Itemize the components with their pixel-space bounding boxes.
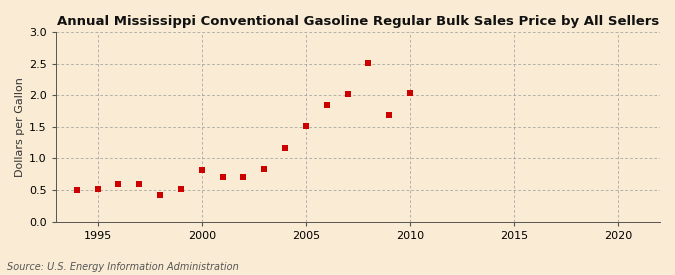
Text: Source: U.S. Energy Information Administration: Source: U.S. Energy Information Administ…: [7, 262, 238, 272]
Point: [134, 182, 144, 186]
Y-axis label: Dollars per Gallon: Dollars per Gallon: [15, 77, 25, 177]
Point: [259, 167, 269, 171]
Point: [342, 92, 353, 96]
Point: [404, 91, 415, 95]
Point: [363, 61, 374, 65]
Point: [92, 187, 103, 191]
Point: [300, 123, 311, 128]
Point: [176, 187, 186, 191]
Point: [384, 113, 395, 118]
Point: [279, 146, 290, 150]
Point: [196, 168, 207, 173]
Point: [155, 192, 165, 197]
Point: [72, 188, 82, 192]
Point: [217, 175, 228, 179]
Point: [113, 182, 124, 186]
Title: Annual Mississippi Conventional Gasoline Regular Bulk Sales Price by All Sellers: Annual Mississippi Conventional Gasoline…: [57, 15, 659, 28]
Point: [321, 103, 332, 107]
Point: [238, 175, 249, 180]
